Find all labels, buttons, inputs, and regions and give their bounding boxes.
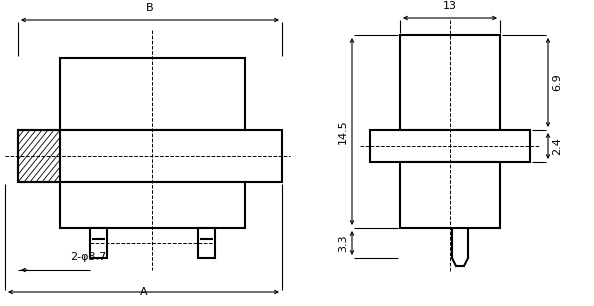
Text: 13: 13 — [443, 1, 457, 11]
Bar — [198, 228, 215, 258]
Text: A: A — [140, 287, 147, 297]
Bar — [400, 35, 500, 130]
Text: 2-φ3.7: 2-φ3.7 — [70, 252, 106, 262]
Bar — [400, 162, 500, 228]
Bar — [60, 58, 245, 130]
Bar — [18, 130, 60, 182]
Bar — [60, 182, 245, 228]
Bar — [18, 130, 282, 182]
Text: B: B — [146, 3, 154, 13]
Bar — [370, 130, 530, 162]
Bar — [90, 228, 107, 258]
Text: 3.3: 3.3 — [338, 234, 348, 252]
Text: 6.9: 6.9 — [552, 74, 562, 91]
Text: 14.5: 14.5 — [338, 119, 348, 144]
Text: 2.4: 2.4 — [552, 137, 562, 155]
